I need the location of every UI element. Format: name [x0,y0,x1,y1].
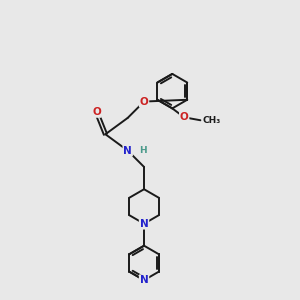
Text: O: O [140,97,148,106]
Text: N: N [140,275,148,285]
Text: CH₃: CH₃ [202,116,220,125]
Text: H: H [139,146,146,155]
Text: N: N [140,219,148,229]
Text: N: N [123,146,132,156]
Text: O: O [180,112,189,122]
Text: O: O [92,107,101,117]
